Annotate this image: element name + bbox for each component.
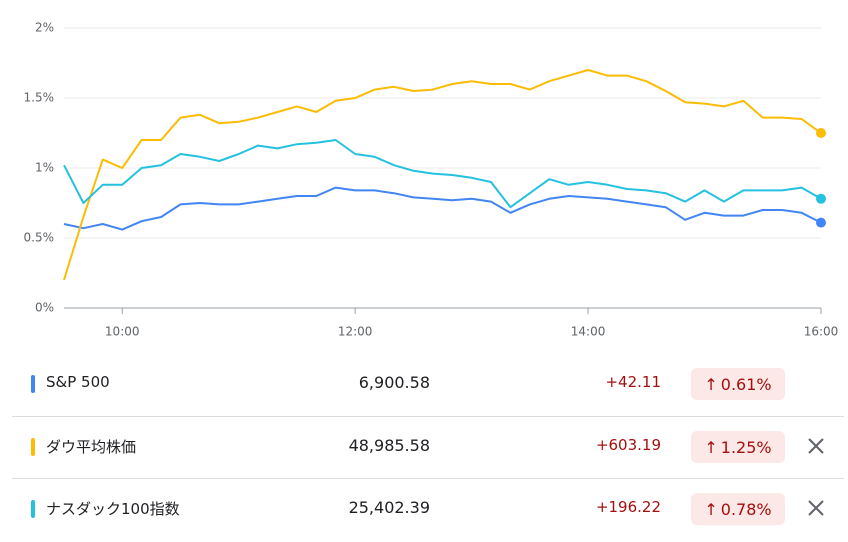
- up-arrow: ↑: [704, 499, 718, 519]
- quote-percent: ↑ 0.61%: [691, 368, 785, 400]
- quote-percent: ↑ 1.25%: [691, 431, 785, 463]
- quote-name: ナスダック100指数: [46, 500, 180, 518]
- series-swatch: [31, 375, 35, 393]
- y-tick-label: 1%: [35, 161, 54, 175]
- quote-change: +42.11: [605, 373, 661, 391]
- quote-row[interactable]: S&P 500 6,900.58 +42.11 ↑ 0.61%: [12, 354, 844, 416]
- series-swatch: [31, 438, 35, 456]
- quote-name: ダウ平均株価: [46, 438, 137, 456]
- chart: 0% 0.5% 1% 1.5% 2% 10:00 12:00 14:00 16:00: [24, 21, 839, 339]
- y-tick-label: 0%: [35, 301, 54, 315]
- series-line: [63, 186, 822, 231]
- series-line: [63, 139, 822, 209]
- y-tick-label: 1.5%: [24, 91, 55, 105]
- quote-change: +603.19: [595, 436, 661, 454]
- quote-price: 25,402.39: [348, 498, 430, 517]
- end-point: [816, 193, 826, 204]
- series-line: [63, 69, 822, 281]
- x-tick-label: 12:00: [338, 325, 373, 339]
- x-tick-label: 14:00: [571, 325, 606, 339]
- quote-price: 48,985.58: [348, 436, 430, 455]
- end-point: [816, 128, 826, 138]
- percent-text: 0.61%: [720, 374, 772, 394]
- up-arrow: ↑: [704, 374, 718, 394]
- y-tick-label: 2%: [35, 21, 54, 35]
- quote-name: S&P 500: [46, 373, 110, 391]
- percent-text: 1.25%: [720, 437, 772, 457]
- quote-row[interactable]: ダウ平均株価 48,985.58 +603.19 ↑ 1.25%: [12, 416, 844, 479]
- end-point: [816, 217, 826, 228]
- remove-button[interactable]: [806, 436, 826, 456]
- remove-button[interactable]: [806, 498, 826, 518]
- quote-row[interactable]: ナスダック100指数 25,402.39 +196.22 ↑ 0.78%: [12, 478, 844, 541]
- y-tick-label: 0.5%: [24, 231, 55, 245]
- x-tick-label: 10:00: [105, 325, 140, 339]
- series-swatch: [31, 500, 35, 518]
- quote-price: 6,900.58: [358, 373, 430, 392]
- up-arrow: ↑: [704, 437, 718, 457]
- x-tick-label: 16:00: [804, 325, 839, 339]
- quote-change: +196.22: [595, 498, 661, 516]
- percent-text: 0.78%: [720, 499, 772, 519]
- quote-percent: ↑ 0.78%: [691, 493, 785, 525]
